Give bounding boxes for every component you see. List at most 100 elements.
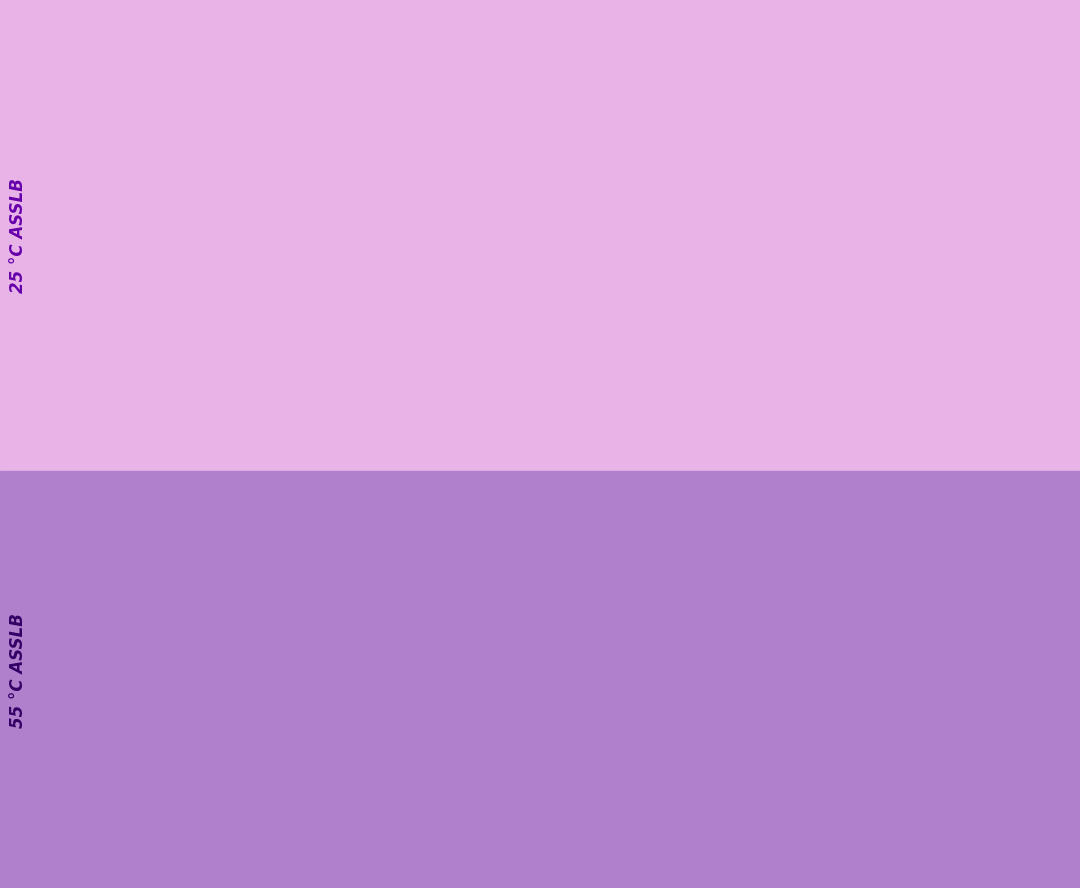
Point <box>542 789 559 803</box>
Point <box>544 700 562 714</box>
Point <box>854 555 872 569</box>
Point <box>708 268 726 282</box>
Point <box>640 796 658 810</box>
Point <box>721 797 739 812</box>
Point <box>983 684 1000 698</box>
Point <box>825 803 842 817</box>
Point <box>856 700 874 714</box>
Point <box>978 690 996 704</box>
Point <box>562 267 579 281</box>
Point <box>674 691 691 705</box>
Point <box>1055 700 1072 714</box>
Point <box>686 687 703 702</box>
Point <box>490 701 508 715</box>
Point <box>535 685 552 699</box>
Point <box>737 701 754 715</box>
Point <box>685 686 702 700</box>
Point <box>139 345 157 359</box>
Point <box>1008 266 1025 281</box>
Y-axis label: Specific Capacity (mAh/g): Specific Capacity (mAh/g) <box>353 704 363 846</box>
Point <box>543 789 561 804</box>
Point <box>924 799 942 813</box>
Point <box>145 378 162 392</box>
Point <box>488 689 505 703</box>
Point <box>394 690 411 704</box>
Point <box>985 700 1002 714</box>
Point <box>955 702 972 716</box>
Point <box>622 795 639 809</box>
Point <box>974 631 991 646</box>
Point <box>423 349 441 363</box>
Point <box>828 686 846 700</box>
Point <box>491 255 509 269</box>
Point <box>930 801 947 815</box>
Point <box>664 686 681 701</box>
Point <box>397 684 415 698</box>
Point <box>819 689 836 703</box>
Point <box>1059 687 1077 702</box>
Point <box>920 351 937 365</box>
Point <box>854 686 872 700</box>
Point <box>517 267 535 281</box>
Point <box>500 786 517 800</box>
Point <box>625 701 643 715</box>
Point <box>888 799 905 813</box>
Point <box>645 686 662 700</box>
Point <box>937 267 955 281</box>
Point <box>717 266 734 281</box>
Point <box>662 353 679 368</box>
Point <box>969 691 986 705</box>
Point <box>87 770 105 784</box>
Point <box>845 698 862 712</box>
Point <box>563 794 580 808</box>
Point <box>1061 806 1078 821</box>
Point <box>865 701 882 715</box>
Point <box>705 701 723 715</box>
Point <box>824 700 841 714</box>
Point <box>886 799 903 813</box>
Point <box>994 805 1011 819</box>
Point <box>867 683 885 697</box>
Point <box>549 789 566 803</box>
Point <box>868 700 886 714</box>
Point <box>725 794 742 808</box>
Point <box>397 266 415 280</box>
Point <box>750 701 767 715</box>
Point <box>759 583 777 597</box>
Point <box>538 689 555 703</box>
Point <box>556 699 573 713</box>
Point <box>778 701 795 715</box>
Point <box>608 686 625 700</box>
Point <box>1030 266 1048 281</box>
Point <box>706 793 724 807</box>
Point <box>966 802 983 816</box>
Point <box>769 797 786 812</box>
Point <box>442 784 459 798</box>
Point <box>526 686 543 701</box>
Point <box>691 795 708 809</box>
Point <box>967 684 984 698</box>
Point <box>481 349 498 363</box>
Point <box>652 684 670 698</box>
Point <box>437 784 455 798</box>
Point <box>596 354 613 369</box>
Point <box>278 402 295 416</box>
Point <box>627 794 645 808</box>
Point <box>447 789 464 804</box>
Point <box>442 787 459 801</box>
Point <box>1010 804 1027 818</box>
Point <box>716 796 733 810</box>
Point <box>961 685 978 699</box>
Point <box>678 797 696 812</box>
Point <box>914 687 931 702</box>
Point <box>539 789 556 803</box>
Point <box>1000 700 1017 714</box>
Point <box>897 797 915 811</box>
Point <box>777 686 794 700</box>
Point <box>801 689 819 703</box>
Point <box>796 699 813 713</box>
Point <box>827 691 845 705</box>
Text: LLO-Ru@S/LSPCI/Li-In: LLO-Ru@S/LSPCI/Li-In <box>768 20 864 28</box>
Point <box>739 700 756 714</box>
Point <box>1058 806 1076 821</box>
